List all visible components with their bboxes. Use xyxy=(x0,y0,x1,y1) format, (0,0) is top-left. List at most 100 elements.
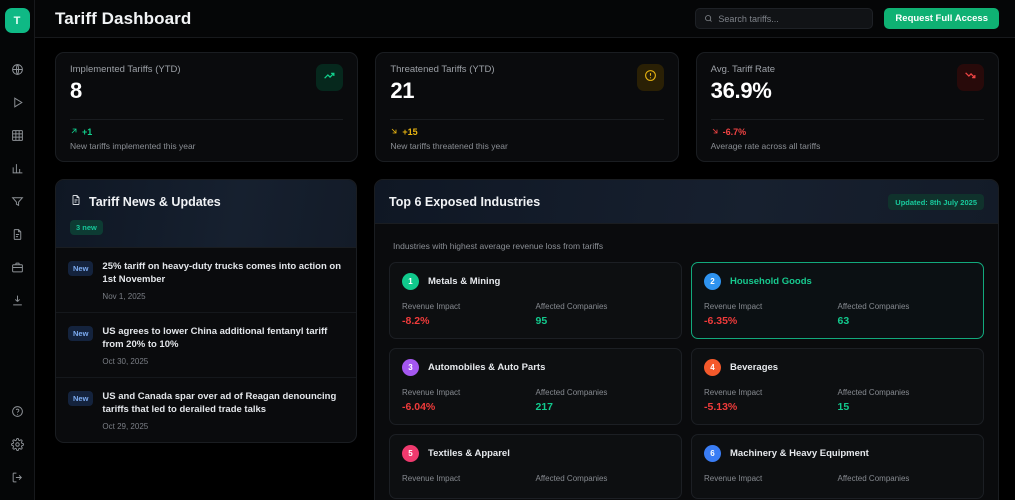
metric-label: Revenue Impact xyxy=(704,302,763,311)
stat-card-implemented: Implemented Tariffs (YTD) 8 +1 xyxy=(55,52,359,162)
stat-delta: +1 xyxy=(70,127,343,137)
metric-revenue-impact: Revenue Impact xyxy=(402,474,536,487)
news-list-item[interactable]: New 25% tariff on heavy-duty trucks come… xyxy=(56,248,356,313)
lower-row: Tariff News & Updates 3 new New 25% tari… xyxy=(55,179,999,500)
sidebar-item-help[interactable] xyxy=(0,395,34,428)
filter-icon xyxy=(11,195,24,208)
industry-card[interactable]: 1 Metals & Mining Revenue Impact -8.2% A… xyxy=(389,262,682,339)
industry-name: Machinery & Heavy Equipment xyxy=(730,448,869,459)
page-title: Tariff Dashboard xyxy=(55,8,192,28)
stat-sublabel: New tariffs implemented this year xyxy=(70,141,196,151)
metric-revenue-impact: Revenue Impact -8.2% xyxy=(402,302,536,327)
arrow-down-right-icon xyxy=(711,127,719,137)
stat-label: Implemented Tariffs (YTD) xyxy=(70,64,181,75)
industry-card[interactable]: 2 Household Goods Revenue Impact -6.35% … xyxy=(691,262,984,339)
globe-icon xyxy=(11,63,24,76)
news-list-item[interactable]: New US and Canada spar over ad of Reagan… xyxy=(56,378,356,442)
app-logo[interactable]: T xyxy=(4,8,30,33)
play-icon xyxy=(11,96,24,109)
news-item-headline: 25% tariff on heavy-duty trucks comes in… xyxy=(102,261,342,286)
search-icon xyxy=(704,10,713,28)
industry-card[interactable]: 3 Automobiles & Auto Parts Revenue Impac… xyxy=(389,348,682,425)
stat-delta-value: +1 xyxy=(82,127,93,137)
metric-revenue-impact: Revenue Impact -5.13% xyxy=(704,388,838,413)
scroll-content[interactable]: Implemented Tariffs (YTD) 8 +1 xyxy=(35,38,1015,500)
stat-delta: -6.7% xyxy=(711,127,984,137)
news-item-headline: US agrees to lower China additional fent… xyxy=(102,325,328,351)
stat-value: 36.9% xyxy=(710,78,772,103)
sidebar-bottom-nav xyxy=(0,395,34,500)
sidebar-item-play[interactable] xyxy=(0,86,34,119)
top-bar-actions: Request Full Access xyxy=(695,8,999,29)
metric-label: Revenue Impact xyxy=(402,474,461,483)
industry-metrics: Revenue Impact -6.04% Affected Companies… xyxy=(402,388,669,413)
industry-rank-badge: 2 xyxy=(704,273,721,290)
news-item-tag: New xyxy=(68,325,94,341)
industry-card-head: 4 Beverages xyxy=(704,359,971,376)
metric-label: Affected Companies xyxy=(535,388,608,397)
industry-card[interactable]: 5 Textiles & Apparel Revenue Impact Affe… xyxy=(389,434,682,499)
industry-card[interactable]: 6 Machinery & Heavy Equipment Revenue Im… xyxy=(691,434,984,499)
news-item-body: US and Canada spar over ad of Reagan den… xyxy=(102,390,342,431)
sidebar-item-grid[interactable] xyxy=(0,119,34,152)
sidebar-item-globe[interactable] xyxy=(0,53,34,86)
trend-up-icon xyxy=(323,69,336,87)
sidebar-item-portfolio[interactable] xyxy=(0,251,34,284)
industry-metrics: Revenue Impact -8.2% Affected Companies … xyxy=(402,302,669,327)
arrow-up-right-icon xyxy=(70,127,78,137)
industry-card[interactable]: 4 Beverages Revenue Impact -5.13% Affect… xyxy=(691,348,984,425)
download-icon xyxy=(11,294,24,307)
news-item-tag: New xyxy=(68,261,94,276)
alert-circle-icon xyxy=(644,69,657,87)
metric-value: -5.13% xyxy=(704,401,738,413)
sidebar: T xyxy=(0,0,35,500)
news-document-icon xyxy=(70,193,82,211)
industry-rank-badge: 4 xyxy=(704,359,721,376)
industries-panel-header: Top 6 Exposed Industries Updated: 8th Ju… xyxy=(375,180,998,224)
main-area: Tariff Dashboard Request Full Access Imp… xyxy=(35,0,1015,500)
help-icon xyxy=(11,405,24,418)
sidebar-item-downloads[interactable] xyxy=(0,284,34,317)
industry-rank-badge: 1 xyxy=(402,273,419,290)
news-item-date: Oct 29, 2025 xyxy=(102,421,149,431)
news-item-date: Nov 1, 2025 xyxy=(102,291,146,301)
news-list-item[interactable]: New US agrees to lower China additional … xyxy=(56,313,356,378)
search-box[interactable] xyxy=(695,8,874,29)
news-count-badge: 3 new xyxy=(70,220,103,235)
metric-value: 15 xyxy=(837,401,850,413)
top-bar: Tariff Dashboard Request Full Access xyxy=(35,0,1015,38)
industry-name: Beverages xyxy=(730,362,779,373)
grid-icon xyxy=(11,129,24,142)
sidebar-item-documents[interactable] xyxy=(0,218,34,251)
sidebar-item-logout[interactable] xyxy=(0,461,34,494)
news-item-body: 25% tariff on heavy-duty trucks comes in… xyxy=(102,260,342,301)
metric-label: Affected Companies xyxy=(837,302,910,311)
sidebar-item-analytics[interactable] xyxy=(0,152,34,185)
metric-value: -6.04% xyxy=(402,401,436,413)
sidebar-item-filter[interactable] xyxy=(0,185,34,218)
search-input[interactable] xyxy=(718,13,865,24)
metric-value: 95 xyxy=(535,315,548,327)
industry-card-head: 1 Metals & Mining xyxy=(402,273,669,290)
industry-rank-badge: 6 xyxy=(704,445,721,462)
industry-name: Textiles & Apparel xyxy=(428,448,510,459)
sidebar-item-settings[interactable] xyxy=(0,428,34,461)
trend-down-icon xyxy=(964,69,977,87)
industry-rank-badge: 5 xyxy=(402,445,419,462)
stat-value: 8 xyxy=(70,78,82,103)
stat-delta-value: +15 xyxy=(402,127,418,137)
request-full-access-button[interactable]: Request Full Access xyxy=(884,8,999,29)
metric-value: 217 xyxy=(535,401,554,413)
stat-badge xyxy=(636,64,664,91)
stat-footer: -6.7% Average rate across all tariffs xyxy=(710,119,984,151)
metric-affected-companies: Affected Companies xyxy=(838,474,972,487)
metric-label: Revenue Impact xyxy=(402,388,461,397)
logout-icon xyxy=(11,471,24,484)
news-panel-header: Tariff News & Updates 3 new xyxy=(56,180,356,248)
stat-label: Avg. Tariff Rate xyxy=(710,64,776,75)
metric-label: Revenue Impact xyxy=(704,474,763,483)
industry-name: Metals & Mining xyxy=(428,276,501,287)
news-item-tag: New xyxy=(68,390,94,406)
metric-label: Revenue Impact xyxy=(402,302,461,311)
stat-delta-value: -6.7% xyxy=(722,127,747,137)
